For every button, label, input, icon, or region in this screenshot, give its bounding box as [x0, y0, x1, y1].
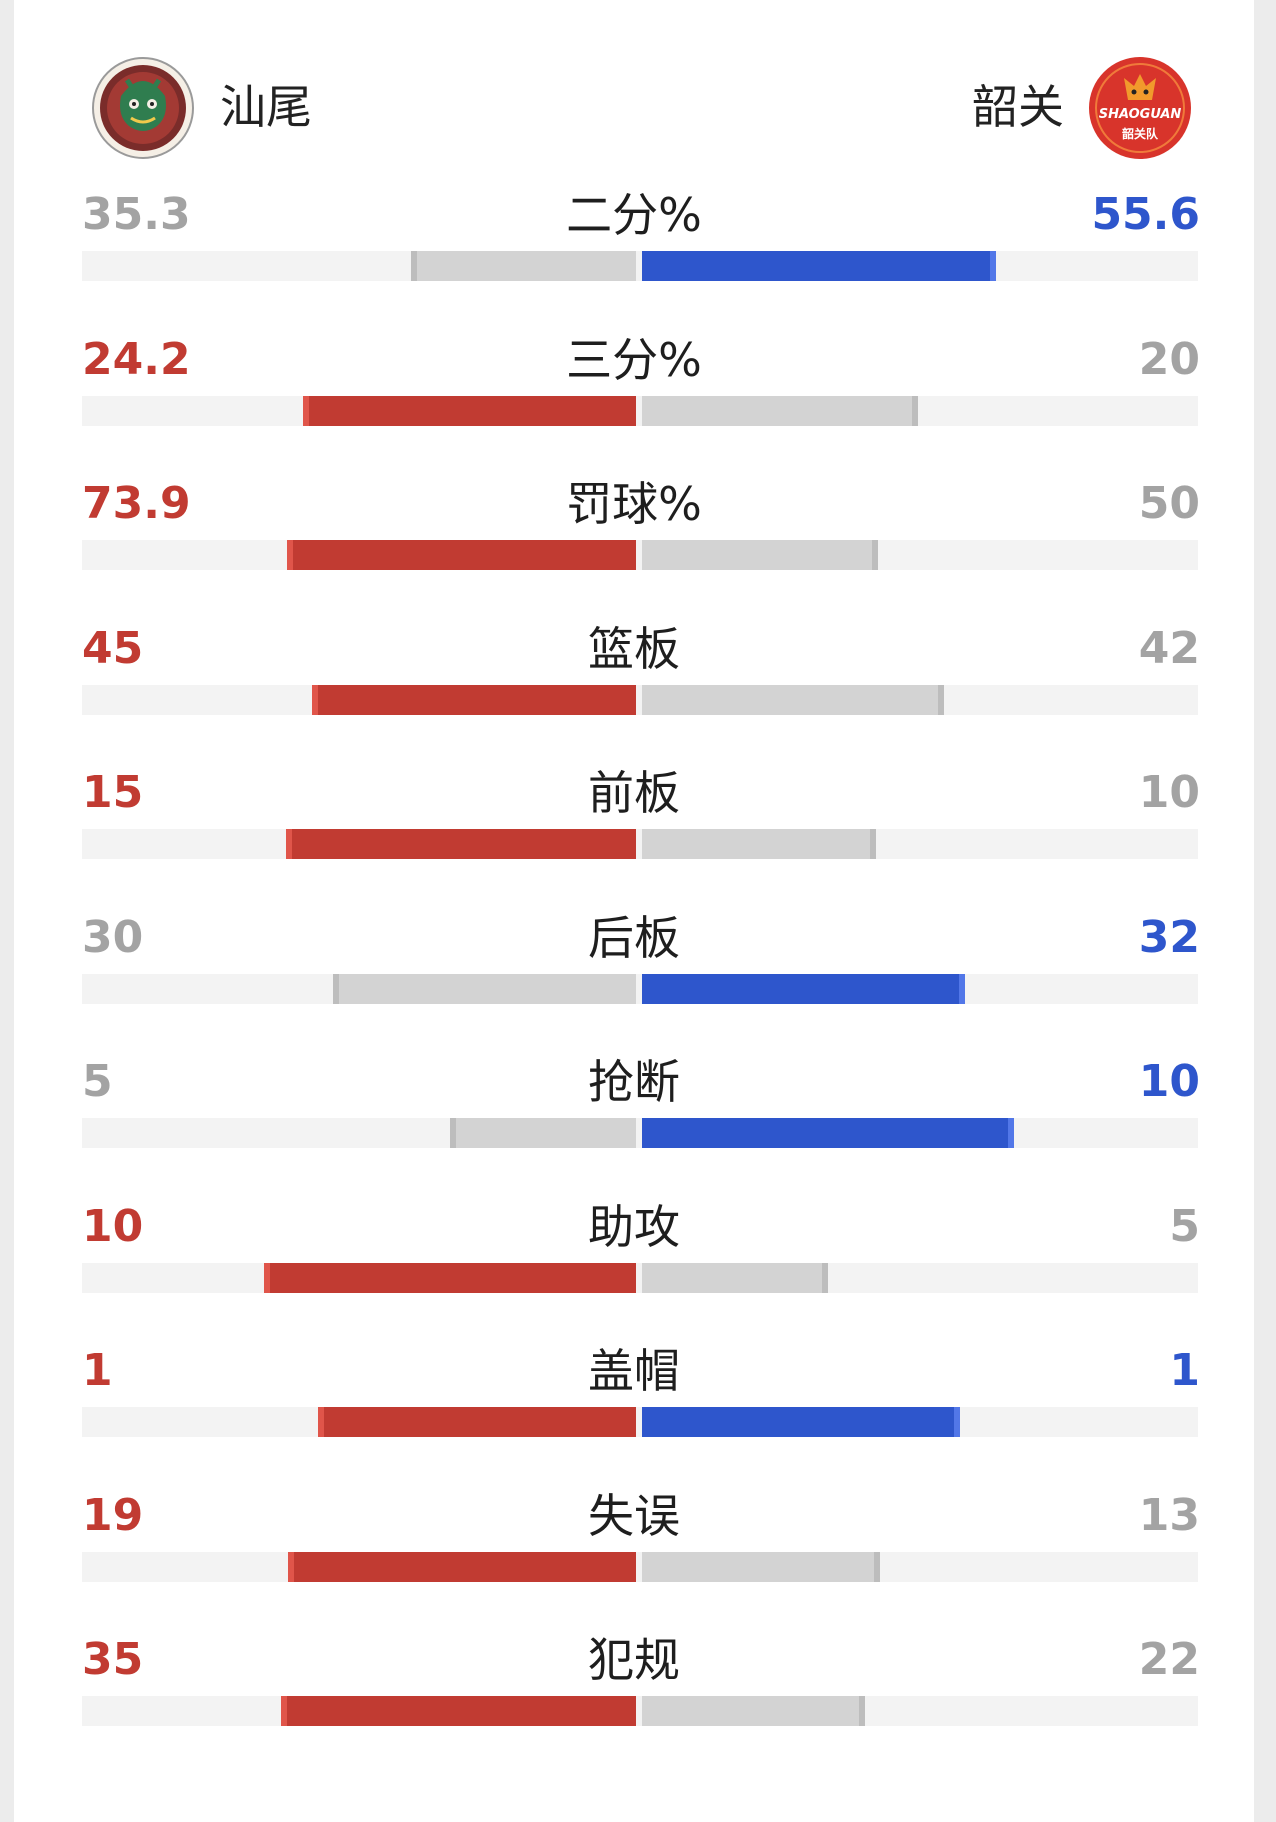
stat-row: 73.9 罚球% 50 [14, 464, 1254, 608]
stat-value-right: 20 [1138, 333, 1200, 385]
stat-bar-track [82, 1551, 1198, 1582]
stat-value-right: 32 [1138, 911, 1200, 963]
stat-value-right: 50 [1138, 478, 1200, 529]
team-name-left: 汕尾 [220, 80, 312, 134]
stat-label: 失误 [588, 1488, 680, 1543]
stat-bar-left [285, 829, 636, 859]
stat-row: 45 篮板 42 [14, 609, 1254, 753]
shanwei-team-logo [92, 57, 194, 159]
team-name-right: 韶关 [972, 80, 1064, 134]
stat-label: 后板 [588, 910, 680, 965]
shaoguan-logo-text: SHAOGUAN [1099, 107, 1182, 122]
stat-value-left: 15 [82, 767, 144, 818]
stat-row: 24.2 三分% 20 [14, 320, 1254, 464]
stat-bar-track [82, 251, 1198, 281]
stat-value-left: 35 [82, 1634, 144, 1685]
stat-bar-track [82, 829, 1198, 859]
stat-bar-left [287, 1551, 636, 1582]
stat-row: 10 助攻 5 [14, 1187, 1254, 1331]
stat-bar-track [82, 1118, 1198, 1148]
stat-bar-track [82, 540, 1198, 570]
stat-bar-track [82, 1262, 1198, 1293]
stat-bar-right [642, 1551, 881, 1582]
stat-bar-track [82, 395, 1198, 426]
stat-value-left: 45 [82, 622, 144, 674]
stat-label: 篮板 [588, 621, 680, 676]
stat-bar-right [642, 1118, 1014, 1148]
stat-label: 罚球% [566, 477, 702, 531]
stat-bar-left [302, 395, 636, 426]
stat-value-left: 30 [82, 911, 144, 963]
stat-value-left: 5 [82, 1056, 113, 1107]
stat-value-left: 73.9 [82, 478, 191, 529]
team-header: 汕尾 韶关 SHAOGUAN 韶关队 [14, 0, 1254, 190]
stat-row: 19 失误 13 [14, 1476, 1254, 1620]
stat-row: 15 前板 10 [14, 753, 1254, 897]
stat-bar-track [82, 1696, 1198, 1726]
stat-value-right: 10 [1138, 1056, 1200, 1107]
stat-bar-left [450, 1118, 636, 1148]
stat-bar-track [82, 684, 1198, 715]
stat-value-left: 10 [82, 1200, 144, 1252]
stat-row: 30 后板 32 [14, 898, 1254, 1042]
stat-bar-right [642, 251, 997, 281]
stat-bar-right [642, 973, 966, 1004]
stats-card: 汕尾 韶关 SHAOGUAN 韶关队 35.3 二分% 55.6 24.2 三分% 20 7… [14, 0, 1254, 1822]
stat-label: 犯规 [588, 1633, 680, 1687]
stat-bar-right [642, 540, 879, 570]
stat-row: 35.3 二分% 55.6 [14, 175, 1254, 319]
stat-bar-right [642, 1696, 866, 1726]
stat-value-right: 5 [1169, 1200, 1200, 1252]
stat-value-left: 19 [82, 1489, 144, 1541]
stat-bar-left [332, 973, 636, 1004]
stat-label: 助攻 [588, 1199, 680, 1254]
stat-value-right: 22 [1138, 1634, 1200, 1685]
stat-value-right: 55.6 [1091, 189, 1200, 240]
stat-bar-left [317, 1407, 636, 1437]
stat-label: 前板 [588, 766, 680, 820]
stat-bar-right [642, 395, 918, 426]
stat-row: 1 盖帽 1 [14, 1331, 1254, 1475]
stat-bar-right [642, 684, 945, 715]
stat-value-right: 1 [1169, 1345, 1200, 1396]
stat-label: 二分% [566, 188, 702, 242]
stat-bar-left [411, 251, 636, 281]
stat-value-right: 10 [1138, 767, 1200, 818]
stat-bar-track [82, 973, 1198, 1004]
stat-bar-right [642, 1262, 828, 1293]
shaoguan-logo-subtext: 韶关队 [1122, 126, 1159, 141]
stat-row: 35 犯规 22 [14, 1620, 1254, 1764]
stat-value-right: 42 [1138, 622, 1200, 674]
stat-bar-left [312, 684, 636, 715]
shaoguan-team-logo: SHAOGUAN 韶关队 [1089, 57, 1191, 159]
stat-value-left: 35.3 [82, 189, 191, 240]
stat-bar-right [642, 829, 876, 859]
stat-bar-left [264, 1262, 636, 1293]
stat-row: 5 抢断 10 [14, 1042, 1254, 1186]
stat-value-left: 24.2 [82, 333, 191, 385]
stat-bar-right [642, 1407, 961, 1437]
stat-label: 三分% [566, 332, 702, 387]
stat-label: 盖帽 [588, 1344, 680, 1398]
stat-label: 抢断 [588, 1055, 680, 1109]
stat-bar-left [281, 1696, 636, 1726]
stat-bar-track [82, 1407, 1198, 1437]
stat-value-left: 1 [82, 1345, 113, 1396]
stat-value-right: 13 [1138, 1489, 1200, 1541]
stat-bar-left [286, 540, 636, 570]
